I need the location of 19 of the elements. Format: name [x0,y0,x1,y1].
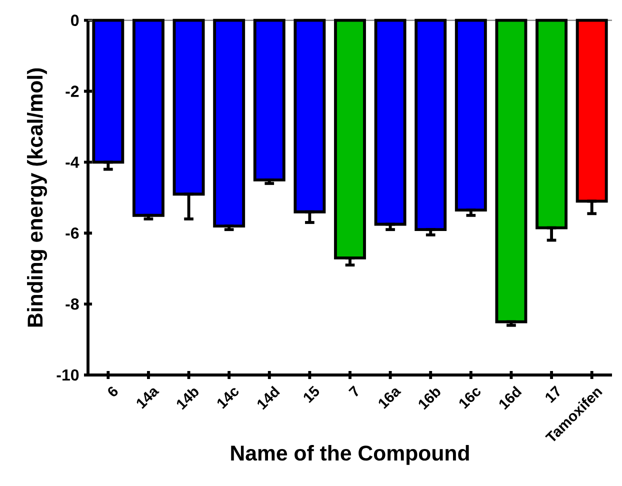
x-tick-label: 16d [499,386,522,410]
y-tick-label: -6 [66,227,79,239]
x-tick-label: 6 [108,386,118,396]
x-tick-label: 16b [418,388,440,410]
x-tick-label: 14c [217,388,238,409]
y-tick-label: -8 [66,298,79,310]
y-axis-title: Binding energy (kcal/mol) [27,68,48,327]
x-axis-title: Name of the Compound [231,445,469,465]
x-tick-label: 16a [378,388,402,409]
x-tick-label: 14d [258,386,280,410]
y-tick-label: -4 [66,156,80,168]
y-tick-label: -10 [56,369,79,381]
y-tick-label: -2 [66,86,79,97]
x-tick-label: 14b [176,388,198,410]
x-tick-label: 7 [348,385,358,396]
x-tick-label: 14a [136,388,160,409]
y-tick-label: 0 [71,14,79,26]
x-tick-label: 15 [304,386,320,404]
x-tick-label: 16c [459,388,480,409]
